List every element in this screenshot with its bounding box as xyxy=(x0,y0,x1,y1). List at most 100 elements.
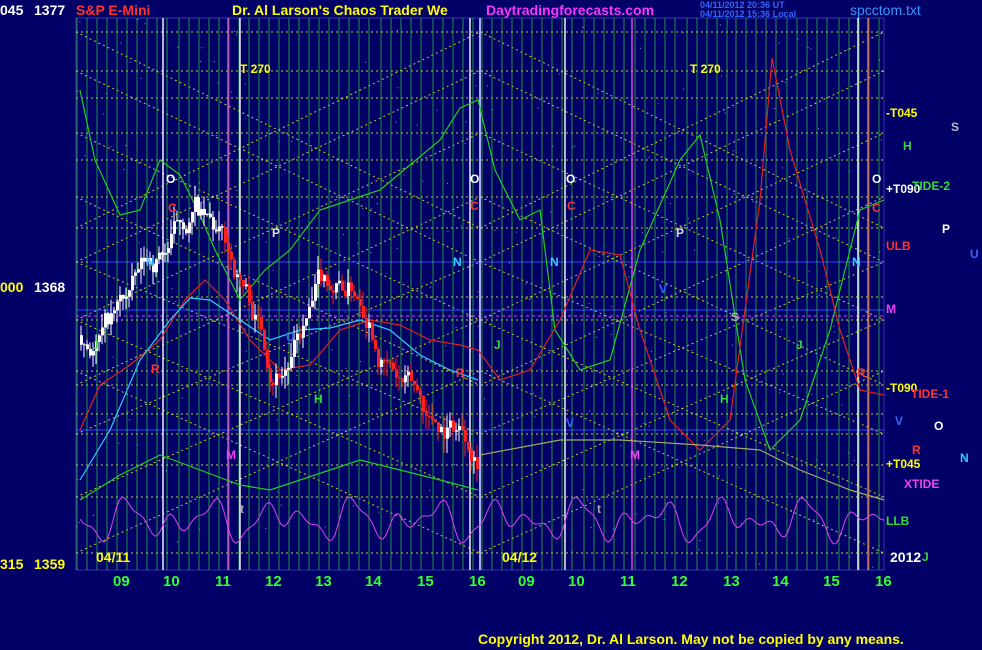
star-dot xyxy=(525,283,527,285)
star-dot xyxy=(589,410,591,412)
legend-label: N xyxy=(960,451,969,465)
price-bar xyxy=(410,371,413,381)
star-dot xyxy=(582,26,584,28)
star-dot xyxy=(376,203,378,205)
star-dot xyxy=(781,167,783,169)
chart-marker: O xyxy=(566,172,575,186)
star-dot xyxy=(118,442,120,444)
star-dot xyxy=(715,382,717,384)
price-bar xyxy=(209,213,212,218)
price-bar xyxy=(275,373,278,385)
level-label: -T090 xyxy=(886,381,918,395)
star-dot xyxy=(316,158,318,160)
chart-marker: M xyxy=(630,448,640,462)
star-dot xyxy=(359,361,361,363)
legend-label: TIDE-2 xyxy=(912,179,950,193)
price-bar xyxy=(167,248,170,253)
price-bar xyxy=(350,282,353,292)
star-dot xyxy=(732,344,734,346)
star-dot xyxy=(853,460,855,462)
price-bar xyxy=(296,333,299,340)
star-dot xyxy=(129,61,131,63)
price-bar xyxy=(236,274,239,277)
timestamp-local: 04/11/2012 15:36 Local xyxy=(700,9,797,19)
star-dot xyxy=(598,256,600,258)
star-dot xyxy=(465,121,467,123)
star-dot xyxy=(123,168,125,170)
chart-marker: N xyxy=(852,255,861,269)
price-bar xyxy=(290,356,293,368)
price-bar xyxy=(329,285,332,291)
price-bar xyxy=(344,290,347,296)
star-dot xyxy=(792,326,794,328)
star-dot xyxy=(200,60,202,62)
star-dot xyxy=(199,528,201,530)
chart-marker: H xyxy=(720,392,729,406)
star-dot xyxy=(436,109,438,111)
price-bar xyxy=(422,395,425,413)
price-bar xyxy=(188,222,191,234)
star-dot xyxy=(487,85,489,87)
chart-marker: t xyxy=(597,502,601,516)
star-dot xyxy=(807,47,809,49)
price-bar xyxy=(164,252,167,255)
star-dot xyxy=(276,419,278,421)
price-bar xyxy=(224,226,227,243)
chart-marker: U xyxy=(286,330,295,344)
hour-tick-label: 16 xyxy=(469,573,486,590)
hour-tick-label: 15 xyxy=(823,573,840,590)
price-bar xyxy=(416,384,419,391)
price-bar xyxy=(452,420,455,432)
source-file: spcctom.txt xyxy=(850,2,921,18)
star-dot xyxy=(651,197,653,199)
price-bar xyxy=(122,294,125,299)
star-dot xyxy=(165,470,167,472)
price-bar xyxy=(359,298,362,306)
legend-label: U xyxy=(970,247,979,261)
star-dot xyxy=(236,190,238,192)
price-bar xyxy=(299,333,302,338)
star-dot xyxy=(663,519,665,521)
star-dot xyxy=(296,374,298,376)
grid-diagonal xyxy=(75,370,481,554)
header-price-left: 1377 xyxy=(34,2,66,18)
price-bar xyxy=(215,229,218,232)
chart-marker: C xyxy=(567,199,576,213)
star-dot xyxy=(797,38,799,40)
star-dot xyxy=(610,333,612,335)
price-bar xyxy=(197,197,200,216)
star-dot xyxy=(309,134,311,136)
grid-diagonal xyxy=(75,132,481,321)
star-dot xyxy=(291,140,293,142)
price-bar xyxy=(464,429,467,442)
axis-price-mid: 1368 xyxy=(34,279,66,295)
star-dot xyxy=(396,29,398,31)
star-dot xyxy=(879,59,881,61)
star-dot xyxy=(698,549,700,551)
star-dot xyxy=(640,47,642,49)
star-dot xyxy=(572,322,574,324)
grid-diagonal xyxy=(75,196,481,386)
star-dot xyxy=(537,107,539,109)
price-bar xyxy=(260,316,263,330)
star-dot xyxy=(344,311,346,313)
price-bar xyxy=(413,380,416,385)
price-bar xyxy=(323,275,326,282)
price-bar xyxy=(401,377,404,383)
price-bar xyxy=(467,441,470,450)
star-dot xyxy=(847,49,849,51)
day-label-2: 04/12 xyxy=(502,549,538,565)
grid-diagonal xyxy=(75,261,481,435)
chart-marker: N xyxy=(146,255,155,269)
star-dot xyxy=(395,121,397,123)
price-bar xyxy=(365,317,368,329)
price-bar xyxy=(473,457,476,461)
star-dot xyxy=(690,553,692,555)
star-dot xyxy=(177,541,179,543)
price-bar xyxy=(305,318,308,326)
site-link[interactable]: Daytradingforecasts.com xyxy=(486,2,655,18)
star-dot xyxy=(629,369,631,371)
copyright-notice: Copyright 2012, Dr. Al Larson. May not b… xyxy=(478,631,904,647)
price-bar xyxy=(245,284,248,287)
star-dot xyxy=(128,419,130,421)
